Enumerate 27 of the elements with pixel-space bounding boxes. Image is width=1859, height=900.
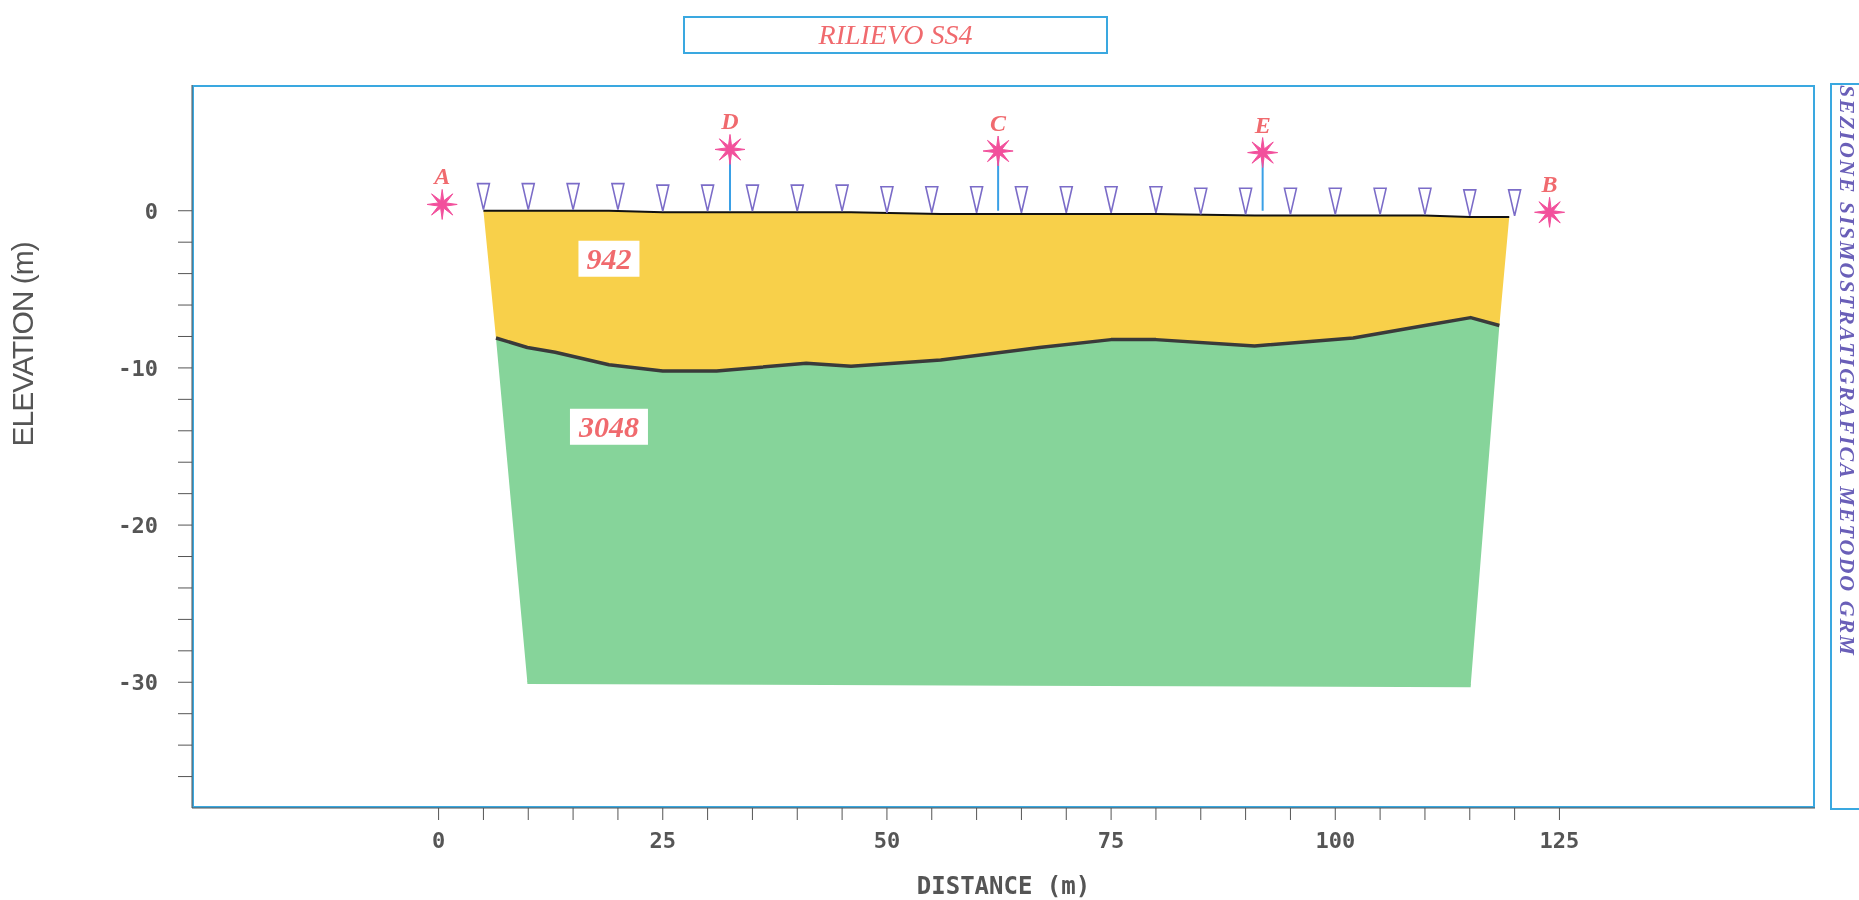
- y-tick-label: -30: [118, 670, 158, 696]
- annotation: E: [1253, 111, 1271, 138]
- y-axis-title: ELEVATION (m): [5, 242, 39, 447]
- x-tick-label: 125: [1539, 827, 1580, 853]
- annotation: B: [1540, 171, 1558, 198]
- x-tick-label: 100: [1315, 827, 1356, 853]
- point: [982, 135, 1014, 167]
- text: SEZIONE SISMOSTRATIGRAFICA METODO GRM: [1830, 83, 1859, 810]
- y-tick-label: -10: [118, 355, 158, 381]
- point: [426, 188, 458, 220]
- y-tick-label: 0: [144, 198, 158, 224]
- point: [714, 133, 746, 165]
- annotation: A: [432, 163, 451, 190]
- x-tick-label: 75: [1097, 827, 1125, 853]
- series-label: 942: [586, 242, 632, 276]
- annotation: C: [990, 110, 1008, 137]
- point: [1534, 196, 1566, 228]
- x-tick-label: 50: [873, 827, 901, 853]
- line-series: [494, 315, 1502, 373]
- annotation: D: [720, 108, 739, 135]
- chart-title: RILIEVO SS4: [683, 16, 1108, 54]
- x-tick-label: 25: [649, 827, 677, 853]
- series-label: 3048: [577, 410, 639, 444]
- point: [1247, 137, 1279, 169]
- y-tick-label: -20: [118, 512, 158, 538]
- x-tick-label: 0: [431, 827, 446, 853]
- x-axis-title: DISTANCE (m): [916, 872, 1091, 900]
